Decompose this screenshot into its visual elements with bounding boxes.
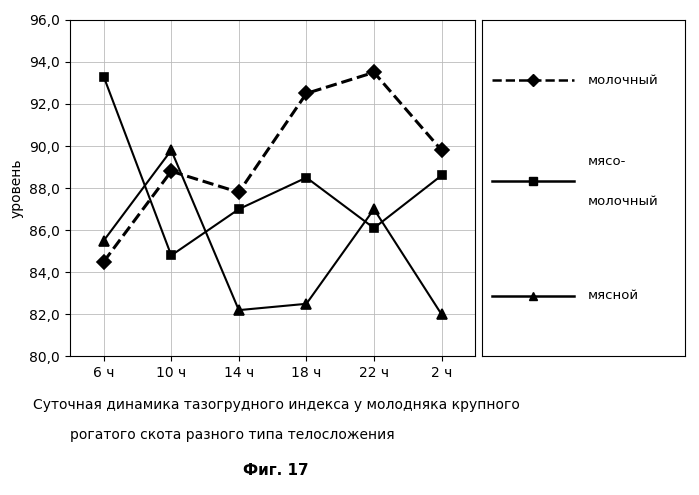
мясо-
молочный [167, 252, 175, 258]
Line: молочный: молочный [99, 67, 447, 267]
мясо-
молочный [235, 206, 243, 212]
мясной [438, 311, 446, 317]
молочный [235, 190, 243, 196]
молочный [167, 168, 175, 174]
Text: мясо-: мясо- [588, 154, 626, 168]
мясной [167, 148, 175, 153]
Text: Суточная динамика тазогрудного индекса у молодняка крупного: Суточная динамика тазогрудного индекса у… [33, 398, 519, 412]
Y-axis label: уровень: уровень [10, 158, 24, 218]
мясо-
молочный [302, 175, 310, 181]
мясо-
молочный [438, 173, 446, 179]
молочный [302, 91, 310, 97]
мясо-
молочный [370, 225, 378, 231]
Line: мясной: мясной [99, 146, 447, 319]
Text: молочный: молочный [588, 195, 658, 208]
мясо-
молочный [99, 74, 108, 80]
мясной [235, 307, 243, 313]
Text: молочный: молочный [588, 74, 658, 87]
Text: Фиг. 17: Фиг. 17 [243, 463, 309, 478]
молочный [438, 148, 446, 153]
Text: рогатого скота разного типа телосложения: рогатого скота разного типа телосложения [70, 428, 394, 442]
Line: мясо-
молочный: мясо- молочный [99, 72, 446, 259]
молочный [99, 259, 108, 265]
мясной [302, 301, 310, 307]
Text: мясной: мясной [588, 289, 639, 302]
молочный [370, 69, 378, 75]
мясной [99, 238, 108, 244]
мясной [370, 206, 378, 212]
